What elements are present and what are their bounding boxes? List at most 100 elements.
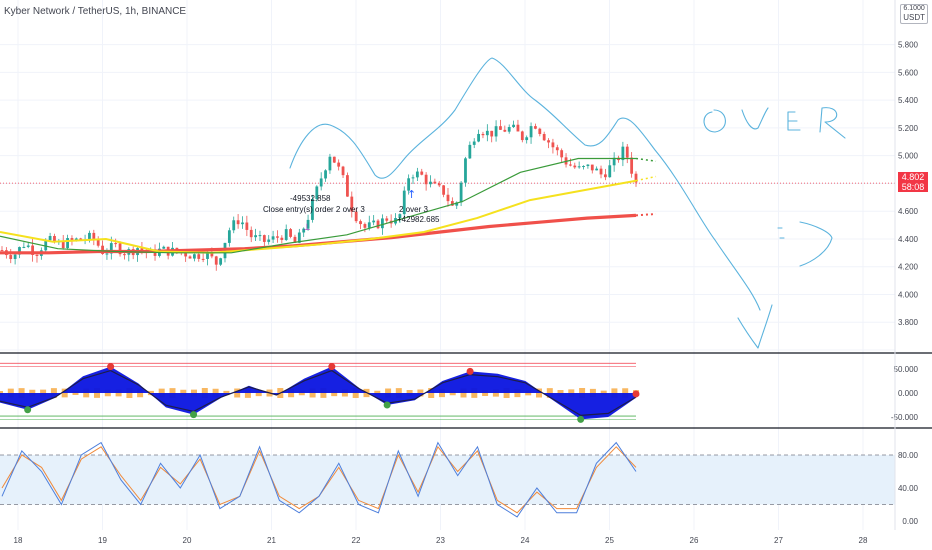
- chart-title: Kyber Network / TetherUS, 1h, BINANCE: [4, 6, 187, 17]
- candle-body: [367, 222, 371, 228]
- candle-body: [267, 239, 271, 242]
- stoch-tick-label: 0.00: [902, 517, 918, 526]
- candle-body: [293, 236, 297, 243]
- candle-body: [442, 185, 446, 195]
- candle-body: [547, 140, 550, 143]
- price-tick-label: 5.200: [898, 124, 919, 133]
- osc-tick-label: 50.000: [894, 365, 919, 374]
- candle-body: [555, 147, 559, 151]
- time-tick-label: 24: [521, 536, 530, 545]
- candle-body: [188, 256, 192, 259]
- candle-body: [429, 181, 432, 185]
- candle-body: [140, 248, 144, 251]
- grid: [0, 0, 895, 530]
- candle-body: [350, 196, 354, 212]
- candle-body: [385, 218, 389, 221]
- currency-badge[interactable]: 6.1000 USDT: [900, 4, 928, 24]
- time-axis: 18 19 20 21 22 23 24 25 26 27 28: [14, 536, 868, 545]
- candle-body: [450, 201, 454, 206]
- candle-body: [630, 157, 634, 174]
- candle-body: [608, 165, 612, 178]
- price-tick-label: 4.000: [898, 290, 919, 299]
- candle-body: [499, 126, 502, 130]
- osc-peak-dot: [328, 363, 336, 371]
- candle-body: [464, 158, 467, 183]
- osc-peak-dot: [107, 363, 115, 371]
- candle-body: [376, 220, 380, 229]
- candle-body: [363, 224, 367, 228]
- osc-last-dot: [632, 390, 640, 398]
- entry-label: 2 over 3: [399, 205, 428, 214]
- time-tick-label: 25: [605, 536, 614, 545]
- candle-body: [346, 175, 349, 197]
- candle-body: [516, 124, 520, 132]
- price-tick-label: 4.200: [898, 263, 919, 272]
- candle-body: [31, 245, 35, 255]
- trade-annotations: -49532.858 Close entry(s) order 2 over 3…: [263, 194, 440, 224]
- stochastic-pane: 80.00 40.00 0.00: [0, 441, 919, 526]
- candle-body: [354, 211, 358, 222]
- candle-body: [534, 126, 537, 129]
- handwriting-letter-r: [819, 107, 846, 139]
- price-tick-label: 5.000: [898, 152, 919, 161]
- candle-body: [372, 220, 376, 223]
- candle-body: [455, 202, 459, 206]
- candle-body: [271, 236, 275, 240]
- price-tick-label: 5.400: [898, 96, 919, 105]
- handwriting-letter-o: [703, 109, 726, 133]
- currency-label: USDT: [903, 13, 925, 22]
- candle-body: [66, 238, 69, 249]
- osc-blue-area: [0, 366, 636, 420]
- time-tick-label: 23: [436, 536, 445, 545]
- candle-body: [96, 239, 100, 246]
- candle-body: [437, 183, 441, 186]
- candle-body: [560, 150, 564, 158]
- candle-body: [551, 142, 555, 148]
- candle-body: [411, 177, 415, 179]
- stoch-tick-label: 80.00: [898, 451, 919, 460]
- candle-body: [236, 220, 240, 225]
- candle-body: [468, 144, 472, 159]
- candle-body: [241, 222, 244, 225]
- ma-yellow-line: [0, 179, 637, 254]
- osc-tick-label: -50.000: [891, 413, 919, 422]
- oscillator-pane: 50.000 0.000 -50.000: [0, 362, 919, 423]
- time-tick-label: 21: [267, 536, 276, 545]
- candle-body: [520, 131, 524, 141]
- candle-body: [13, 254, 17, 260]
- candle-body: [621, 146, 625, 161]
- candle-body: [341, 166, 345, 176]
- candle-body: [280, 237, 284, 240]
- candle-body: [219, 258, 223, 265]
- candle-body: [162, 246, 166, 249]
- candle-body: [61, 241, 65, 249]
- candle-body: [477, 133, 480, 142]
- candle-body: [289, 229, 292, 237]
- candle-body: [573, 165, 577, 168]
- price-tick-label: 4.400: [898, 235, 919, 244]
- osc-trough-dot: [383, 401, 391, 409]
- candle-body: [79, 238, 83, 240]
- time-tick-label: 27: [774, 536, 783, 545]
- candle-body: [507, 127, 511, 132]
- exit-marker-icon: ⊥: [303, 223, 311, 233]
- candle-body: [359, 221, 362, 225]
- last-price: 4.802: [901, 172, 925, 182]
- candle-body: [311, 199, 314, 220]
- candle-body: [276, 236, 279, 238]
- time-tick-label: 18: [14, 536, 23, 545]
- candle-body: [70, 238, 74, 241]
- candle-body: [407, 178, 411, 191]
- candle-body: [201, 258, 205, 260]
- ma-green-line: [0, 157, 636, 254]
- currency-top-value: 6.1000: [903, 5, 925, 12]
- handwriting-letter-e: [787, 111, 801, 131]
- time-tick-label: 28: [859, 536, 868, 545]
- candle-body: [184, 252, 188, 257]
- candle-body: [105, 253, 109, 255]
- candle-body: [481, 133, 485, 136]
- candle-body: [74, 238, 78, 241]
- candle-body: [538, 128, 542, 135]
- candle-body: [424, 174, 428, 185]
